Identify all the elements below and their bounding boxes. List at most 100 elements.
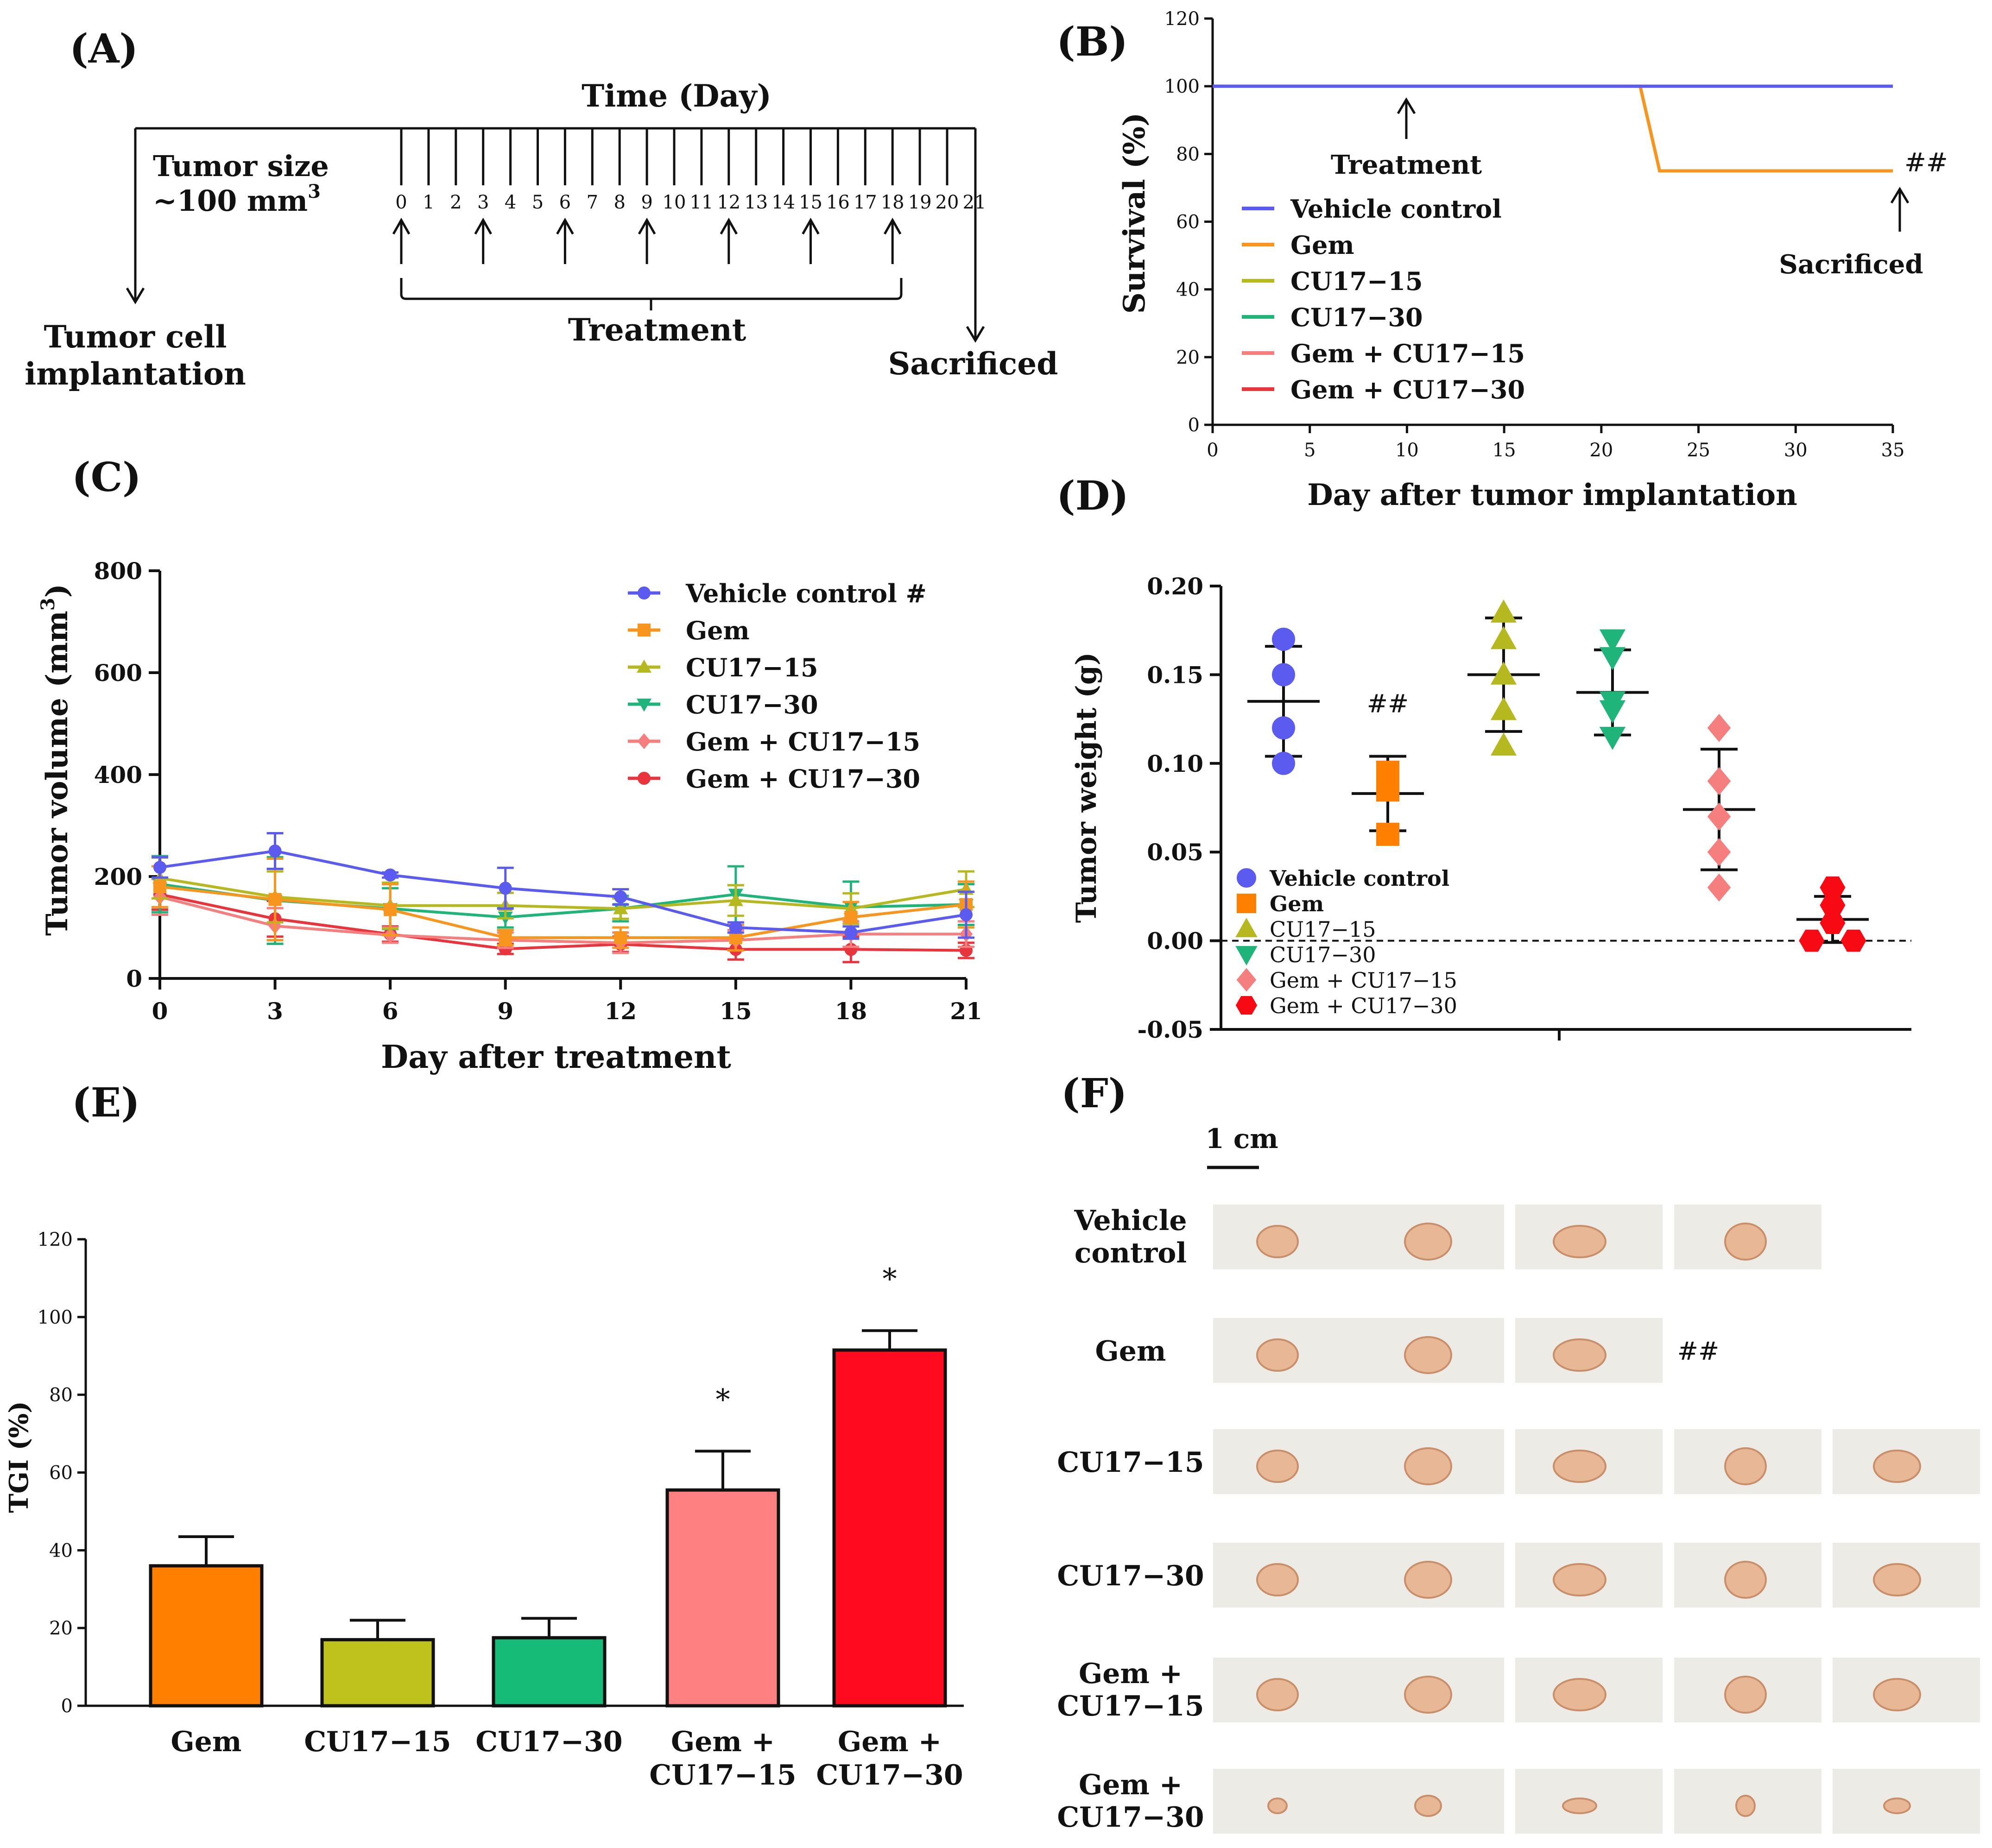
tumor-sample <box>1404 1223 1452 1261</box>
timeline-day-label: 20 <box>936 192 959 213</box>
volume-xlabel: Day after treatment <box>381 1039 731 1076</box>
timeline-day-label: 15 <box>799 192 822 213</box>
implant-label-line1: Tumor cell <box>44 319 227 355</box>
weight-y-tick-label: 0.20 <box>1147 573 1203 600</box>
panel-label-b: (B) <box>1056 19 1128 65</box>
photo-row-label: CU17−30 <box>1057 1560 1204 1592</box>
panel-c: (C) 0 200 400 600 800 0 3 6 9 12 15 18 21 Day after … <box>37 454 982 1076</box>
tumor-sample <box>1735 1795 1756 1817</box>
tumor-sample <box>1553 1678 1606 1711</box>
tumor-sample <box>1404 1561 1452 1599</box>
weight-y-tick-label: 0.10 <box>1147 750 1203 777</box>
timeline-day-label: 4 <box>505 192 516 213</box>
weight-point <box>1376 822 1399 846</box>
panel-label-a: (A) <box>70 25 138 72</box>
tumor-sample <box>1724 1561 1767 1599</box>
weight-legend-label: CU17−30 <box>1270 942 1376 967</box>
tgi-bar <box>665 1488 780 1708</box>
treatment-arrowhead <box>638 217 656 235</box>
survival-y-tick-label: 60 <box>1176 212 1200 233</box>
volume-series <box>152 832 974 964</box>
photo-row-label: Gem + <box>1079 1769 1183 1801</box>
survival-legend-label: Vehicle control <box>1290 194 1502 224</box>
volume-x-tick-label: 0 <box>152 997 168 1025</box>
volume-x-tick-label: 15 <box>720 997 752 1025</box>
timeline-day-label: 14 <box>772 192 795 213</box>
photo-row-label: CU17−30 <box>1057 1801 1204 1834</box>
volume-legend: Vehicle control # Gem CU17−15 CU17−30 Gem + … <box>628 579 927 794</box>
tumor-sample <box>1873 1678 1921 1711</box>
weight-legend-label: Gem + CU17−15 <box>1270 968 1457 993</box>
photo-row-label: Vehicle <box>1074 1205 1187 1237</box>
volume-legend-label: Gem + CU17−15 <box>686 727 920 757</box>
weight-point <box>1599 647 1626 670</box>
volume-legend-label: CU17−15 <box>686 653 818 682</box>
weight-point <box>1707 838 1731 866</box>
survival-y-tick-label: 40 <box>1176 279 1200 301</box>
weight-point <box>1490 599 1517 623</box>
volume-point <box>268 845 282 858</box>
panel-e: (E) 0 20 40 60 80 100 120 Gem CU17−15 CU17−30 * Ge… <box>4 1079 964 1791</box>
survival-legend-label: Gem + CU17−30 <box>1290 375 1525 404</box>
volume-x-tick-label: 21 <box>950 997 982 1025</box>
tgi-significance-mark: * <box>883 1262 897 1296</box>
tgi-significance-mark: * <box>716 1382 730 1416</box>
timeline-sacrificed-label: Sacrificed <box>888 346 1058 382</box>
weight-y-tick-label: 0.05 <box>1147 839 1203 866</box>
survival-x-tick-label: 5 <box>1304 440 1315 461</box>
survival-legend: Vehicle control Gem CU17−15 CU17−30 Gem + CU… <box>1242 194 1525 404</box>
volume-point <box>499 931 512 944</box>
timeline-day-label: 9 <box>641 192 652 213</box>
volume-series-line <box>159 877 967 910</box>
tumor-sample <box>1873 1450 1921 1483</box>
timeline-treatment-label: Treatment <box>568 312 746 348</box>
weight-point <box>1707 713 1731 742</box>
weight-point <box>1272 627 1295 651</box>
tumor-sample <box>1256 1563 1299 1596</box>
survival-x-tick-label: 0 <box>1207 440 1218 461</box>
timeline-day-label: 18 <box>881 192 904 213</box>
tgi-category-label: CU17−15 <box>649 1759 796 1791</box>
volume-series-line <box>159 849 967 934</box>
volume-legend-marker <box>636 698 652 712</box>
treatment-arrowhead <box>802 217 820 235</box>
timeline-day-label: 19 <box>908 192 932 213</box>
timeline-day-label: 12 <box>717 192 740 213</box>
volume-point <box>268 893 282 906</box>
tgi-y-tick-label: 100 <box>38 1307 73 1328</box>
weight-legend-label: Vehicle control <box>1269 866 1449 891</box>
timeline-day-label: 8 <box>613 192 625 213</box>
volume-x-tick-label: 12 <box>604 997 637 1025</box>
volume-point <box>614 931 627 944</box>
tumor-sample <box>1256 1450 1299 1483</box>
treatment-arrowhead <box>392 217 411 235</box>
implant-label-line2: implantation <box>25 356 246 392</box>
tumor-sample <box>1553 1225 1606 1258</box>
weight-point <box>1490 661 1517 685</box>
tgi-y-tick-label: 40 <box>49 1540 73 1561</box>
volume-series-line <box>159 893 967 952</box>
survival-treatment-arrowhead <box>1397 97 1416 114</box>
treatment-arrows <box>392 217 902 264</box>
weight-legend-label: CU17−15 <box>1270 917 1376 942</box>
tumor-sample <box>1553 1450 1606 1483</box>
panel-label-e: (E) <box>72 1079 140 1126</box>
weight-significance-mark: ## <box>1367 689 1409 718</box>
photo-row-label: CU17−15 <box>1057 1446 1204 1479</box>
volume-point <box>844 926 858 939</box>
weight-point <box>1799 929 1825 952</box>
tgi-y-tick-label: 0 <box>61 1696 73 1717</box>
weight-point <box>1376 778 1399 802</box>
tumor-sample <box>1873 1563 1921 1596</box>
weight-point <box>1840 929 1866 952</box>
volume-point <box>614 890 627 903</box>
timeline-day-label: 6 <box>559 192 571 213</box>
weight-points: ## <box>1247 599 1869 952</box>
tgi-ylabel: TGI (%) <box>4 1401 34 1513</box>
panel-d: (D) -0.05 0.00 0.05 0.10 0.15 0.20 ## Tumor w… <box>1056 473 1911 1043</box>
tgi-bar <box>492 1636 607 1708</box>
weight-point <box>1490 732 1517 756</box>
survival-y-tick-label: 0 <box>1188 415 1200 436</box>
